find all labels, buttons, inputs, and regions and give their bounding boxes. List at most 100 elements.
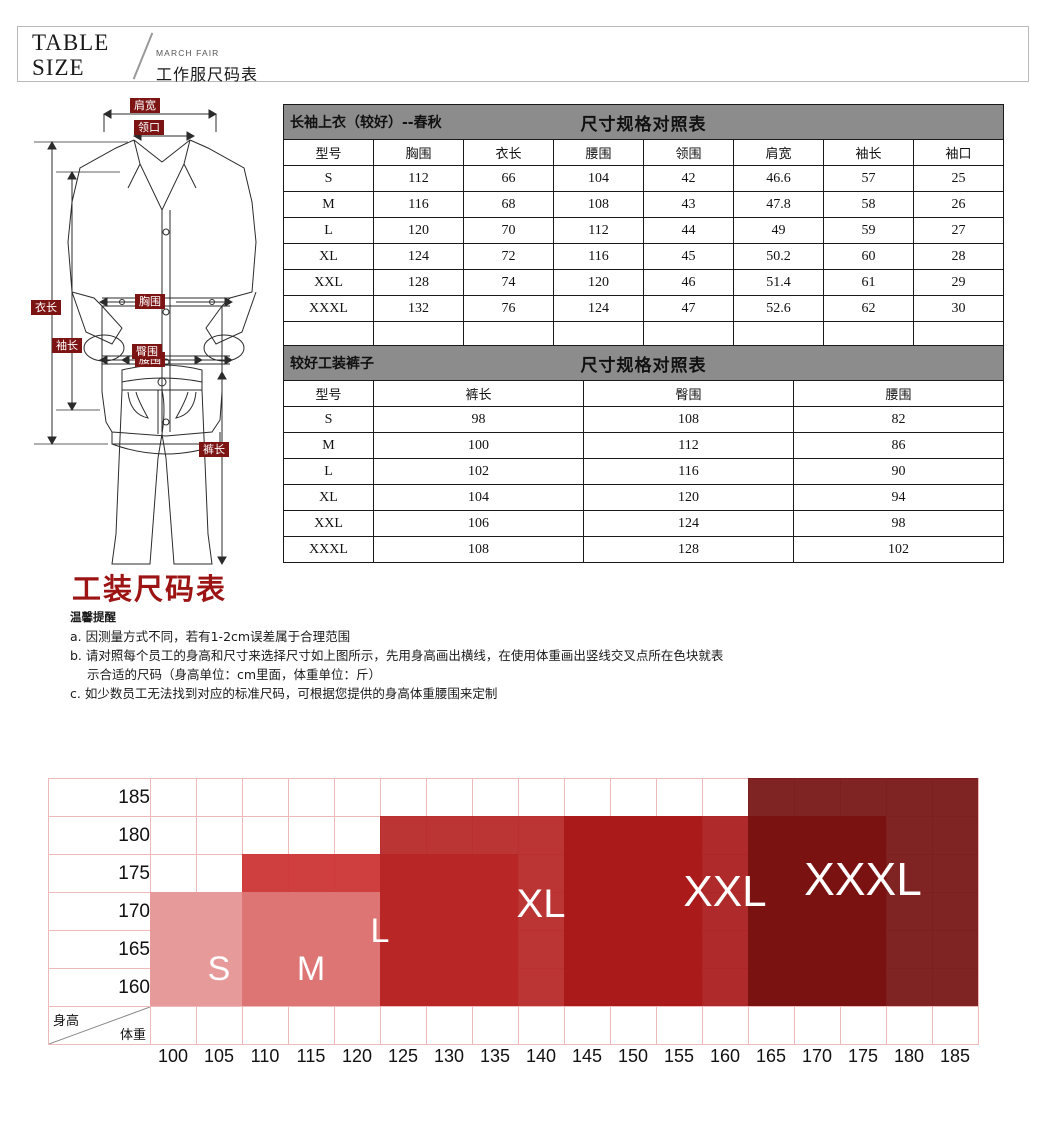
x-axis-tick: 100 bbox=[157, 1046, 189, 1066]
heatmap-cell[interactable] bbox=[334, 778, 381, 817]
note-line-a: a. 因测量方式不同，若有1-2cm误差属于合理范围 bbox=[70, 629, 351, 644]
cell-value: 112 bbox=[553, 217, 644, 244]
heatmap-cell[interactable] bbox=[794, 968, 841, 1007]
cell-value: 112 bbox=[583, 432, 794, 459]
x-axis-tick: 120 bbox=[341, 1046, 373, 1066]
heatmap-cell bbox=[564, 1006, 611, 1045]
heatmap-cell[interactable] bbox=[840, 816, 887, 855]
heatmap-cell[interactable] bbox=[932, 930, 979, 969]
heatmap-cell[interactable] bbox=[610, 968, 657, 1007]
heatmap-cell[interactable] bbox=[426, 816, 473, 855]
heatmap-cell[interactable] bbox=[288, 854, 335, 893]
heatmap-cell[interactable] bbox=[242, 816, 289, 855]
size-recommendation-heatmap: 185 180 bbox=[48, 778, 979, 1045]
heatmap-cell[interactable] bbox=[656, 778, 703, 817]
heatmap-cell[interactable] bbox=[702, 930, 749, 969]
heatmap-cell[interactable] bbox=[196, 854, 243, 893]
heatmap-cell[interactable] bbox=[150, 854, 197, 893]
heatmap-cell[interactable] bbox=[886, 968, 933, 1007]
heatmap-cell[interactable] bbox=[334, 816, 381, 855]
cell-value: 116 bbox=[583, 458, 794, 485]
heatmap-cell[interactable] bbox=[840, 930, 887, 969]
heatmap-cell[interactable] bbox=[380, 816, 427, 855]
heatmap-cell[interactable] bbox=[794, 930, 841, 969]
heatmap-cell[interactable] bbox=[564, 778, 611, 817]
x-axis-tick: 150 bbox=[617, 1046, 649, 1066]
heatmap-cell[interactable] bbox=[196, 778, 243, 817]
heatmap-cell[interactable] bbox=[656, 930, 703, 969]
shirt-col-header: 衣长 bbox=[463, 139, 554, 166]
heatmap-cell[interactable] bbox=[794, 778, 841, 817]
heatmap-cell[interactable] bbox=[150, 816, 197, 855]
heatmap-cell[interactable] bbox=[196, 816, 243, 855]
heatmap-cell[interactable] bbox=[748, 816, 795, 855]
heatmap-cell[interactable] bbox=[748, 930, 795, 969]
cell-value: 120 bbox=[553, 269, 644, 296]
heatmap-cell[interactable] bbox=[150, 892, 197, 931]
heatmap-cell[interactable] bbox=[886, 778, 933, 817]
cell-value: 74 bbox=[463, 269, 554, 296]
heatmap-cell[interactable] bbox=[656, 968, 703, 1007]
heatmap-cell[interactable] bbox=[932, 778, 979, 817]
heatmap-cell[interactable] bbox=[840, 968, 887, 1007]
size-zone-label-xxxl: XXXL bbox=[804, 853, 922, 905]
axis-corner: 身高 体重 bbox=[48, 1006, 151, 1045]
heatmap-cell[interactable] bbox=[702, 968, 749, 1007]
cell-value: 104 bbox=[553, 165, 644, 192]
heatmap-cell[interactable] bbox=[288, 816, 335, 855]
label-sleeve-length: 袖长 bbox=[52, 338, 82, 353]
heatmap-cell[interactable] bbox=[380, 968, 427, 1007]
heatmap-cell[interactable] bbox=[150, 778, 197, 817]
heatmap-cell[interactable] bbox=[472, 778, 519, 817]
cell-value: 94 bbox=[793, 484, 1004, 511]
heatmap-cell[interactable] bbox=[380, 778, 427, 817]
heatmap-cell[interactable] bbox=[794, 816, 841, 855]
heatmap-cell[interactable] bbox=[610, 778, 657, 817]
brand-name-cn: 工作服尺码表 bbox=[156, 65, 259, 84]
heatmap-cell[interactable] bbox=[886, 816, 933, 855]
heatmap-cell[interactable] bbox=[518, 816, 565, 855]
heatmap-cell[interactable] bbox=[242, 854, 289, 893]
heatmap-cell[interactable] bbox=[334, 854, 381, 893]
heatmap-cell[interactable] bbox=[702, 816, 749, 855]
heatmap-cell[interactable] bbox=[610, 816, 657, 855]
heatmap-cell[interactable] bbox=[426, 968, 473, 1007]
cell-value: 104 bbox=[373, 484, 584, 511]
cell-empty bbox=[463, 321, 554, 348]
heatmap-cell[interactable] bbox=[840, 778, 887, 817]
heatmap-cell[interactable] bbox=[242, 778, 289, 817]
heatmap-cell[interactable] bbox=[610, 930, 657, 969]
label-hip: 臀围 bbox=[132, 344, 162, 359]
table-row: S 98 108 82 bbox=[283, 406, 1004, 433]
heatmap-cell[interactable] bbox=[196, 892, 243, 931]
cell-value: 70 bbox=[463, 217, 554, 244]
heatmap-cell[interactable] bbox=[288, 778, 335, 817]
y-axis-title: 身高 bbox=[53, 1014, 80, 1029]
cell-value: 98 bbox=[793, 510, 1004, 537]
label-pant-length: 裤长 bbox=[199, 442, 229, 457]
heatmap-cell[interactable] bbox=[426, 778, 473, 817]
heatmap-cell[interactable] bbox=[518, 968, 565, 1007]
heatmap-cell[interactable] bbox=[656, 816, 703, 855]
heatmap-cell[interactable] bbox=[748, 778, 795, 817]
heatmap-cell[interactable] bbox=[518, 778, 565, 817]
y-axis-tick: 170 bbox=[48, 892, 151, 931]
heatmap-cell[interactable] bbox=[932, 816, 979, 855]
heatmap-cell[interactable] bbox=[886, 930, 933, 969]
heatmap-cell[interactable] bbox=[932, 968, 979, 1007]
cell-value: 28 bbox=[913, 243, 1004, 270]
heatmap-cell[interactable] bbox=[472, 816, 519, 855]
cell-value: 66 bbox=[463, 165, 554, 192]
cell-size: M bbox=[283, 432, 374, 459]
heatmap-cell[interactable] bbox=[748, 968, 795, 1007]
heatmap-cell bbox=[334, 1006, 381, 1045]
heatmap-cell[interactable] bbox=[564, 968, 611, 1007]
heatmap-cell[interactable] bbox=[472, 968, 519, 1007]
heatmap-cell[interactable] bbox=[564, 930, 611, 969]
shirt-banner-center: 尺寸规格对照表 bbox=[580, 114, 707, 135]
cell-value: 86 bbox=[793, 432, 1004, 459]
heatmap-cell[interactable] bbox=[702, 778, 749, 817]
heatmap-row: 185 bbox=[48, 778, 979, 817]
heatmap-cell[interactable] bbox=[564, 816, 611, 855]
heatmap-cell[interactable] bbox=[518, 930, 565, 969]
